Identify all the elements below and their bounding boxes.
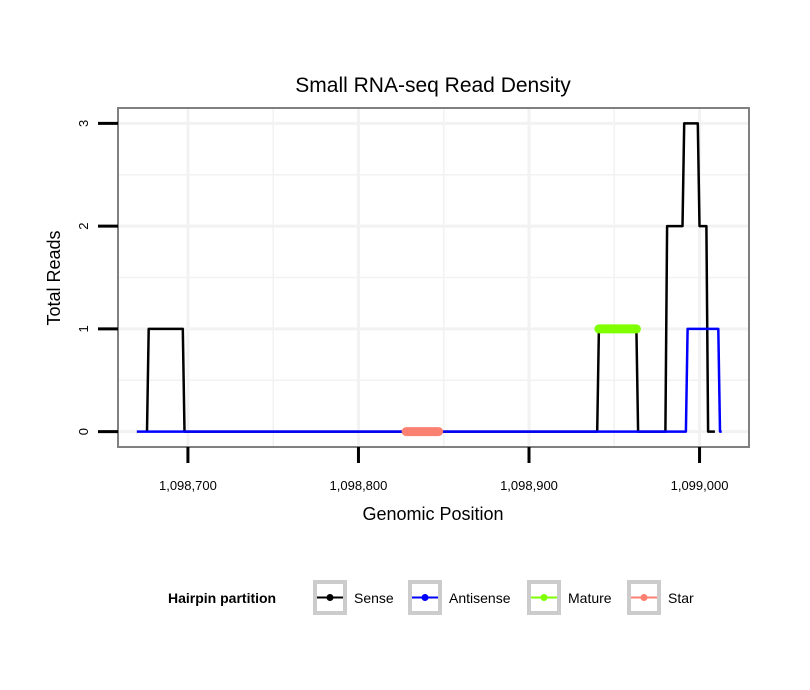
legend-label: Mature: [568, 590, 612, 606]
legend-key-point: [640, 594, 648, 601]
x-tick-label: 1,098,700: [159, 478, 217, 493]
chart-title: Small RNA-seq Read Density: [295, 74, 571, 97]
grid: [118, 108, 749, 447]
legend-key-point: [326, 594, 334, 601]
y-tick-label: 3: [76, 120, 91, 127]
x-tick-label: 1,099,000: [671, 478, 729, 493]
legend-item-antisense: Antisense: [408, 580, 511, 615]
x-axis-label: Genomic Position: [362, 504, 503, 524]
y-tick-label: 1: [76, 325, 91, 332]
legend-label: Star: [668, 590, 694, 606]
y-tick-label: 0: [76, 428, 91, 435]
legend-key-point: [421, 594, 429, 601]
series-antisense-line: [136, 327, 722, 433]
legend-keys: Sense Antisense Mature Star: [313, 580, 694, 615]
plot-panel-border: [117, 107, 750, 448]
axes: 1,098,700 1,098,800 1,098,900 1,099,000 0 1 2 3: [76, 120, 728, 493]
legend-item-mature: Mature: [527, 580, 612, 615]
legend-title: Hairpin partition: [168, 590, 276, 606]
legend-key-point: [540, 594, 548, 601]
legend-item-star: Star: [627, 580, 694, 615]
y-axis-label: Total Reads: [44, 230, 64, 325]
y-tick-label: 2: [76, 223, 91, 230]
legend-label: Antisense: [449, 590, 511, 606]
legend-label: Sense: [354, 590, 394, 606]
x-tick-label: 1,098,800: [330, 478, 388, 493]
series-lines: [136, 122, 722, 437]
legend-item-sense: Sense: [313, 580, 394, 615]
x-tick-label: 1,098,900: [500, 478, 558, 493]
legend: Hairpin partition Sense Antisense Mature St…: [168, 580, 694, 615]
